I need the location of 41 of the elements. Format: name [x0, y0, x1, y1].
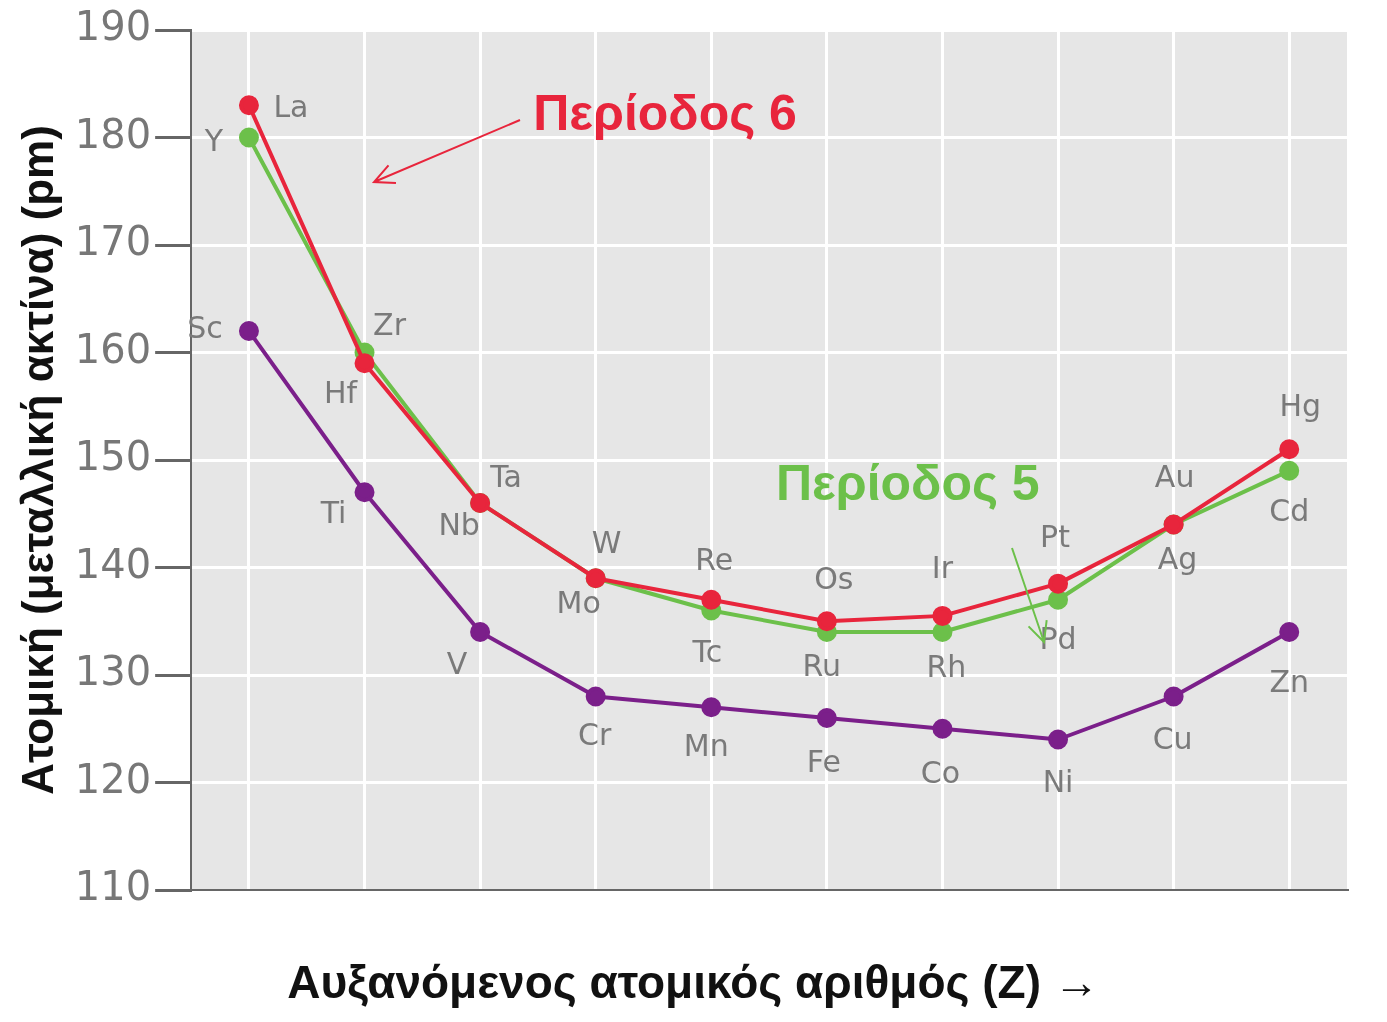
y-tick-label: 190 [74, 3, 152, 50]
data-label: La [273, 89, 309, 125]
y-tick-label: 170 [74, 218, 152, 265]
data-label: Ti [319, 495, 347, 531]
y-tick-label: 150 [74, 433, 152, 480]
data-label: Hf [323, 375, 359, 411]
data-label: Au [1154, 459, 1195, 495]
data-label: Ta [489, 458, 522, 494]
data-label: Co [920, 754, 961, 790]
data-label: Hg [1279, 388, 1322, 424]
data-label: Os [814, 561, 854, 597]
y-tick-label: 120 [74, 755, 152, 802]
data-label: Cu [1152, 721, 1193, 757]
data-label: Fe [806, 743, 841, 779]
x-axis-title: Αυξανόμενος ατομικός αριθμός (Z) → [286, 955, 1101, 1009]
data-label: Cd [1269, 492, 1310, 528]
data-label: Ni [1042, 764, 1074, 800]
data-label: Mo [556, 585, 601, 621]
y-tick-label: 180 [74, 110, 152, 157]
data-label: Zr [373, 307, 407, 343]
y-tick-label: 160 [74, 325, 152, 372]
y-tick-label: 140 [74, 540, 152, 587]
data-label: Cr [578, 717, 612, 753]
data-label: Nb [438, 506, 480, 542]
data-label: Re [695, 541, 734, 577]
data-label: Ag [1157, 541, 1198, 577]
data-label: Tc [691, 634, 723, 670]
data-label: Zn [1269, 663, 1309, 699]
data-label: W [591, 525, 622, 561]
data-label: Rh [926, 648, 967, 684]
data-label: Ru [802, 647, 842, 683]
data-label: Mn [683, 728, 729, 764]
y-tick-label: 110 [74, 863, 152, 910]
data-label: Y [203, 123, 224, 159]
data-label: V [446, 645, 468, 681]
y-tick-label: 130 [74, 648, 152, 695]
text: Περίοδος 6 [533, 84, 797, 141]
data-label: Pt [1040, 519, 1071, 555]
series-label: Περίοδος 5 [775, 454, 1040, 511]
data-label: Ir [931, 549, 954, 585]
y-axis-title: Ατομική (μεταλλική ακτίνα) (pm) [12, 125, 62, 795]
